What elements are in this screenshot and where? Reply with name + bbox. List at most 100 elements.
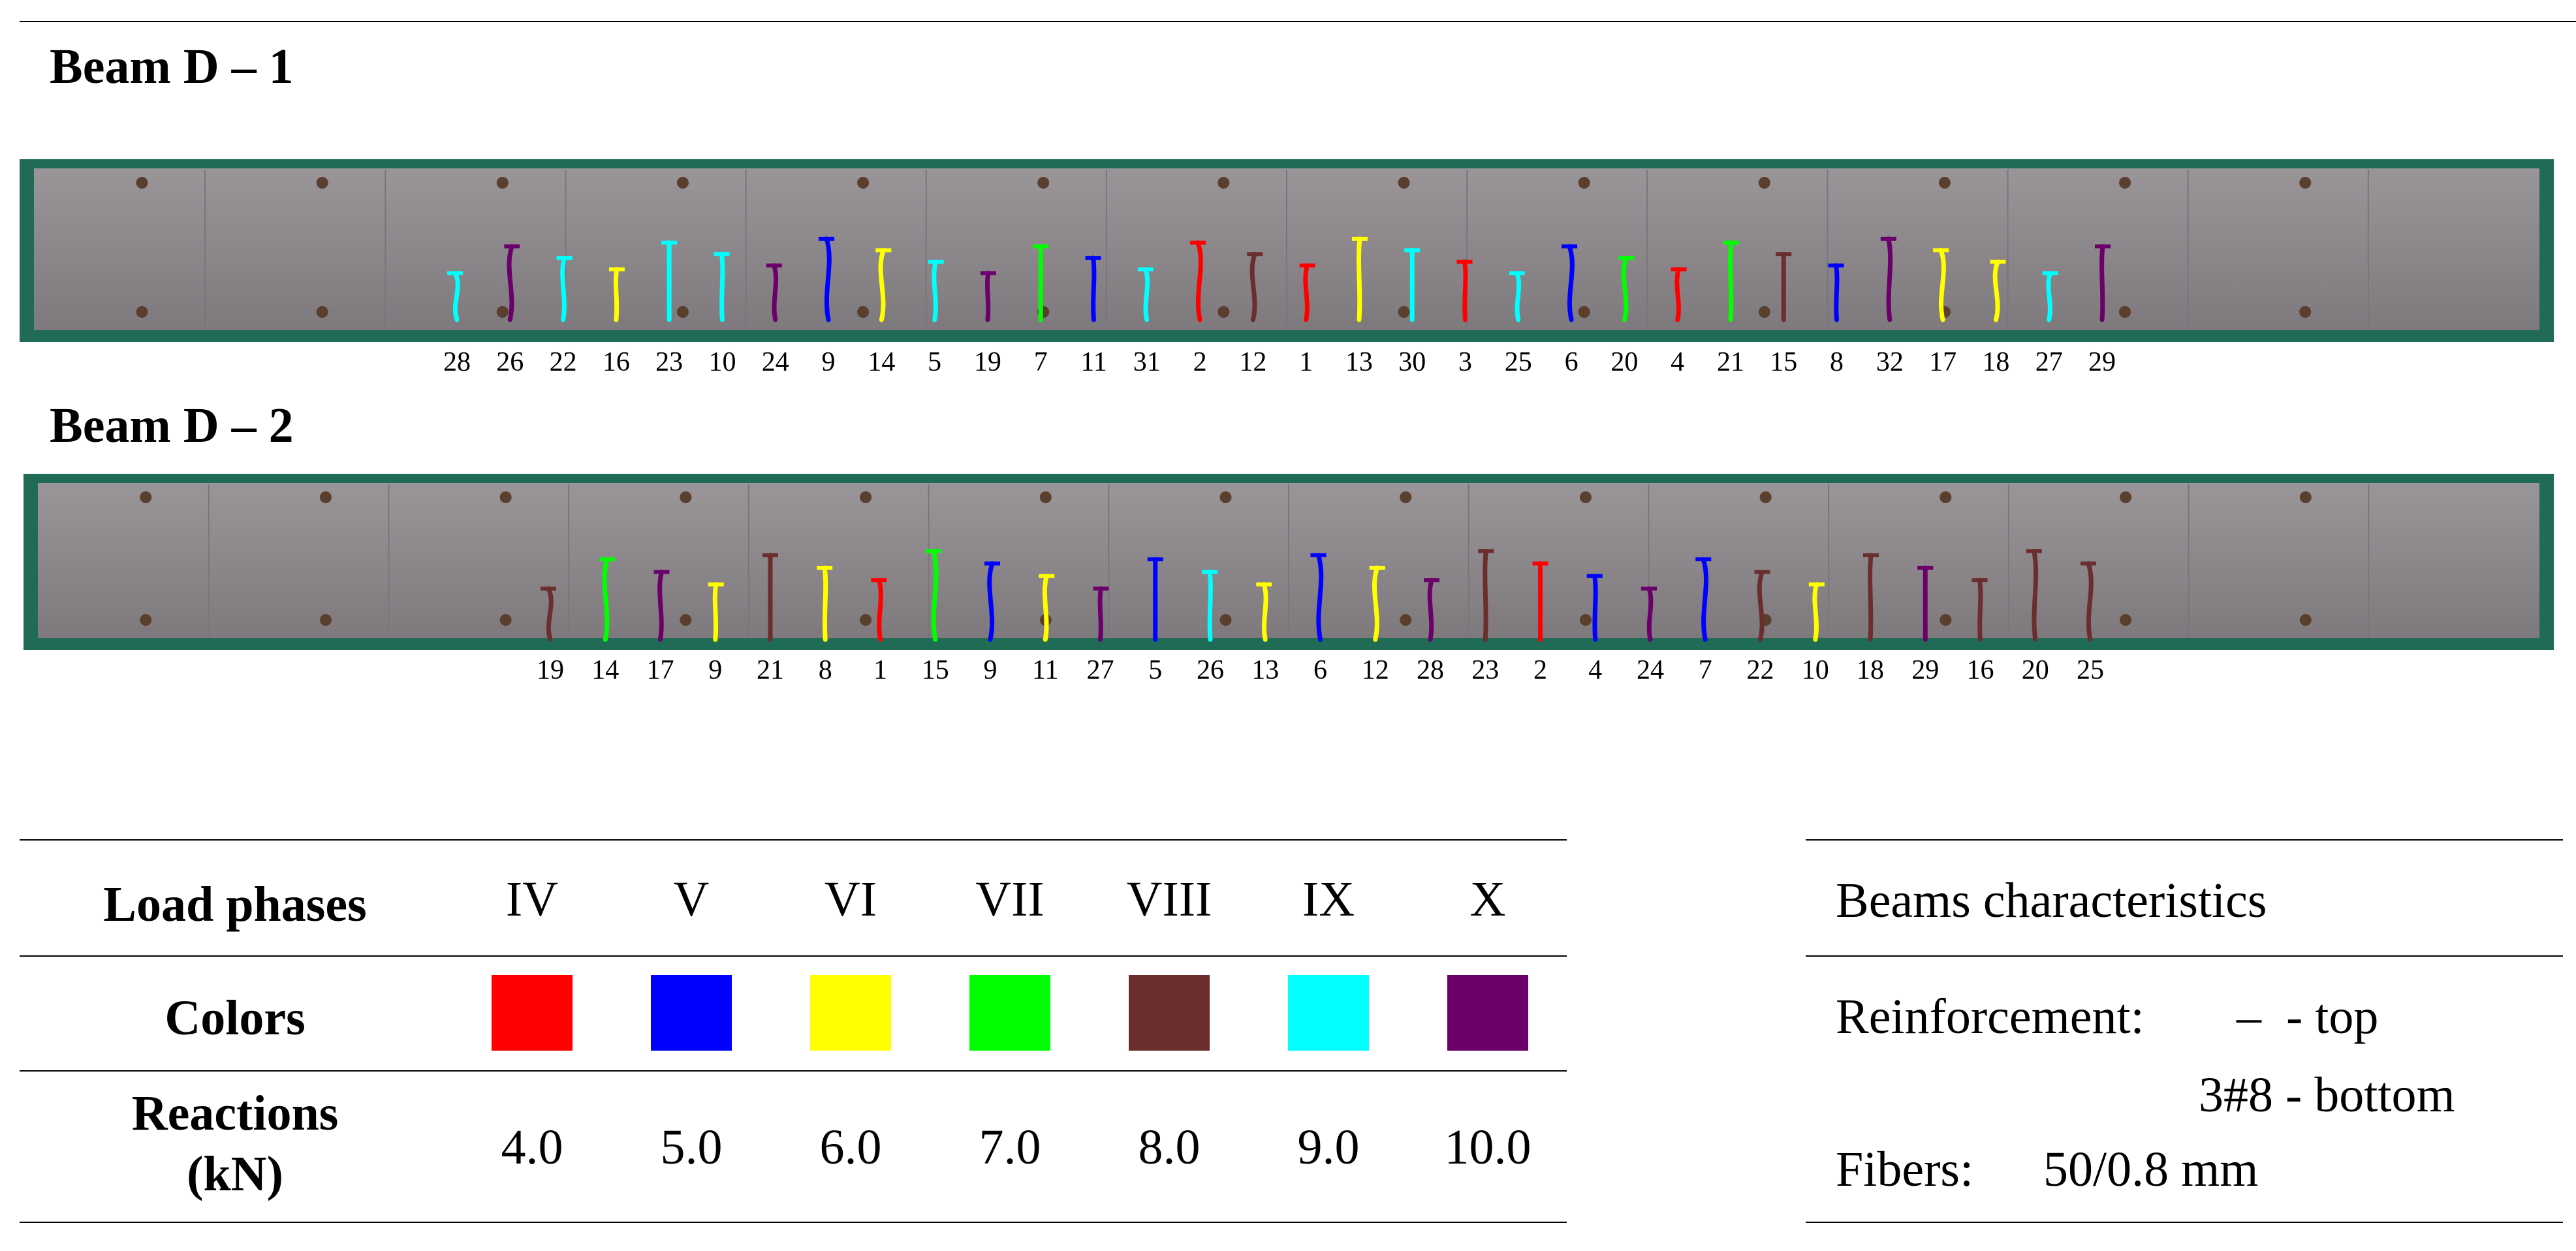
crack-20 — [1621, 255, 1629, 322]
beam-bolt — [496, 306, 509, 318]
crack-label-6: 6 — [1313, 655, 1327, 685]
crack-label-27: 27 — [1087, 655, 1114, 685]
beam-bolt — [1940, 614, 1952, 626]
beam-bolt — [1039, 491, 1052, 503]
crack-19 — [546, 586, 554, 642]
crack-label-24: 24 — [1637, 655, 1664, 685]
crack-label-17: 17 — [1929, 347, 1956, 377]
crack-label-23: 23 — [1471, 655, 1499, 685]
crack-label-32: 32 — [1876, 347, 1904, 377]
crack-label-4: 4 — [1588, 655, 1602, 685]
crack-label-16: 16 — [1967, 655, 1994, 685]
beam-bolt — [857, 177, 870, 189]
crack-label-7: 7 — [1699, 655, 1712, 685]
crack-label-1: 1 — [1299, 347, 1313, 377]
phase-X: X — [1469, 872, 1506, 927]
row-header-reactions-line2: (kN) — [187, 1146, 283, 1201]
crack-label-16: 16 — [603, 347, 630, 377]
phase-VII: VII — [975, 872, 1045, 927]
crack-label-20: 20 — [1610, 347, 1638, 377]
crack-1 — [877, 578, 883, 642]
crack-6 — [1567, 244, 1575, 322]
crack-24 — [772, 263, 779, 322]
crack-label-4: 4 — [1671, 347, 1684, 377]
characteristics-title: Beams characteristics — [1836, 873, 2267, 928]
beam-bolt — [857, 306, 870, 318]
beam-d1: 28 26 22 16 23 10 24 9 14 5 19 7 11 31 2 12 1 13 30 3 25 6 20 4… — [20, 159, 2554, 377]
char-rule-bottom — [1806, 1222, 2563, 1223]
crack-label-19: 19 — [974, 347, 1001, 377]
crack-22 — [1757, 569, 1765, 642]
fibers-label: Fibers: — [1836, 1142, 1974, 1197]
crack-26 — [507, 244, 514, 322]
beam-bolt — [680, 491, 692, 503]
crack-13 — [1261, 582, 1268, 642]
beam-bolt — [499, 614, 512, 626]
crack-label-28: 28 — [1417, 655, 1444, 685]
crack-label-29: 29 — [2088, 347, 2116, 377]
crack-label-20: 20 — [2022, 655, 2049, 685]
crack-label-13: 13 — [1345, 347, 1373, 377]
crack-8 — [1834, 263, 1840, 322]
crack-label-10: 10 — [1802, 655, 1829, 685]
beam-bolt — [860, 614, 872, 626]
beam-bolt — [2120, 491, 2132, 503]
phase-VIII: VIII — [1126, 872, 1212, 927]
crack-label-7: 7 — [1034, 347, 1048, 377]
color-swatch-IV — [492, 975, 573, 1051]
beam-bolt — [1578, 306, 1590, 318]
beam-bolt — [319, 614, 332, 626]
crack-17 — [657, 569, 664, 642]
crack-5 — [932, 259, 939, 322]
crack-20 — [2032, 548, 2039, 642]
crack-label-25: 25 — [2077, 655, 2104, 685]
beam-bolt — [2120, 614, 2132, 626]
crack-10 — [719, 251, 725, 322]
beam-title-1: Beam D – 1 — [50, 39, 294, 94]
crack-25 — [2086, 561, 2094, 642]
crack-25 — [1515, 271, 1522, 322]
phase-IX: IX — [1302, 872, 1355, 927]
beam-bolt — [140, 491, 152, 503]
beam-bolt — [2299, 306, 2312, 318]
color-swatch-IX — [1288, 975, 1369, 1051]
beam-bolt — [1578, 177, 1590, 189]
beams-diagram: 28 26 22 16 23 10 24 9 14 5 19 7 11 31 2 12 1 13 30 3 25 6 20 4… — [20, 159, 2554, 685]
color-swatch-VIII — [1129, 975, 1210, 1051]
crack-28 — [452, 271, 460, 322]
top-rule — [20, 21, 2576, 22]
beam-bolt — [316, 306, 328, 318]
crack-label-3: 3 — [1458, 347, 1472, 377]
crack-4 — [1674, 267, 1682, 322]
crack-12 — [1249, 251, 1257, 322]
beam-bolt — [1400, 491, 1412, 503]
crack-31 — [1143, 267, 1150, 322]
beam-bolt — [1400, 614, 1412, 626]
crack-16 — [1977, 578, 1983, 642]
row-header-reactions-line1: Reactions — [131, 1086, 339, 1141]
crack-18 — [1868, 553, 1874, 642]
crack-label-8: 8 — [819, 655, 832, 685]
crack-9 — [987, 561, 995, 642]
beam-bolt — [1758, 306, 1770, 318]
crack-label-15: 15 — [922, 655, 949, 685]
reinforcement-label: Reinforcement: — [1836, 989, 2144, 1044]
reinforcement-bottom: 3#8 - bottom — [2199, 1068, 2455, 1122]
crack-label-21: 21 — [1717, 347, 1744, 377]
beam-bolt — [680, 614, 692, 626]
color-swatch-VII — [969, 975, 1050, 1051]
crack-28 — [1427, 578, 1434, 642]
crack-label-6: 6 — [1565, 347, 1579, 377]
row-header-colors: Colors — [165, 991, 306, 1045]
beam-bolt — [319, 491, 332, 503]
crack-23 — [1483, 548, 1488, 642]
beam-bolt — [499, 491, 512, 503]
crack-18 — [1992, 259, 2000, 322]
beam-bolt — [2299, 491, 2312, 503]
crack-11 — [1042, 574, 1049, 642]
beam-bolt — [1398, 177, 1410, 189]
row-header-reactions: Reactions (kN) — [39, 1083, 431, 1204]
beam-bolt — [136, 177, 148, 189]
crack-19 — [985, 271, 991, 322]
crack-1 — [1303, 263, 1310, 322]
